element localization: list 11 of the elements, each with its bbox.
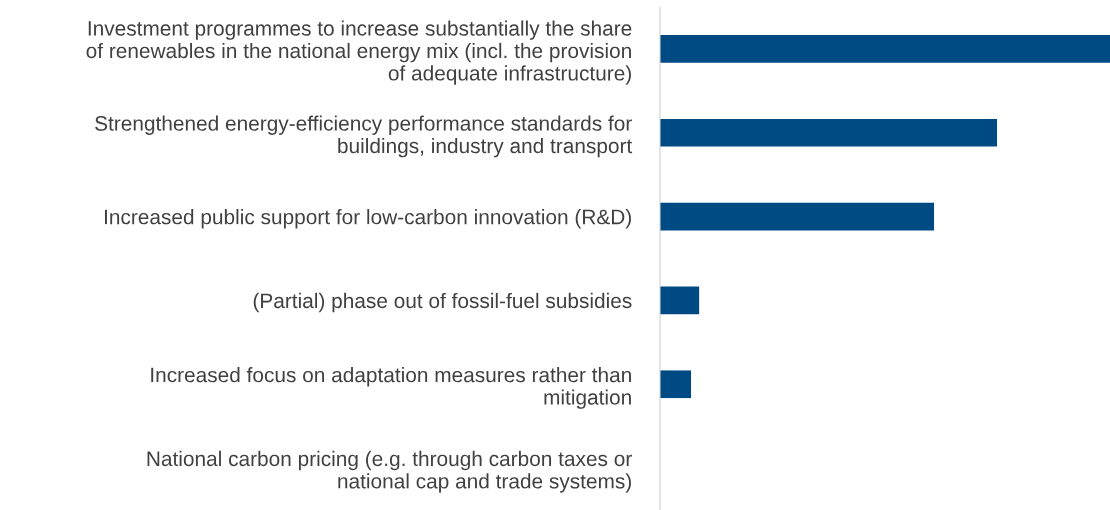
bar — [660, 35, 1110, 63]
y-tick-label: Strengthened energy-efficiency performance standards for buildings, industry and transport — [95, 115, 633, 158]
y-tick-label: Increased public support for low-carbon innovation (R&D) — [104, 209, 631, 229]
bar — [660, 202, 935, 231]
y-tick-label: Investment programmes to increase substantially the share of renewables in the national energy mix (incl. the provision of adequate infrastructure) — [86, 20, 632, 85]
y-tick-label: Increased focus on adaptation measures rather than mitigation — [151, 366, 631, 409]
bar — [660, 370, 692, 399]
bar — [660, 286, 700, 315]
y-tick-label: (Partial) phase out of fossil-fuel subsidies — [253, 292, 632, 313]
bar — [660, 118, 998, 147]
y-tick-label: National carbon pricing (e.g. through carbon taxes or national cap and trade systems) — [147, 450, 632, 493]
